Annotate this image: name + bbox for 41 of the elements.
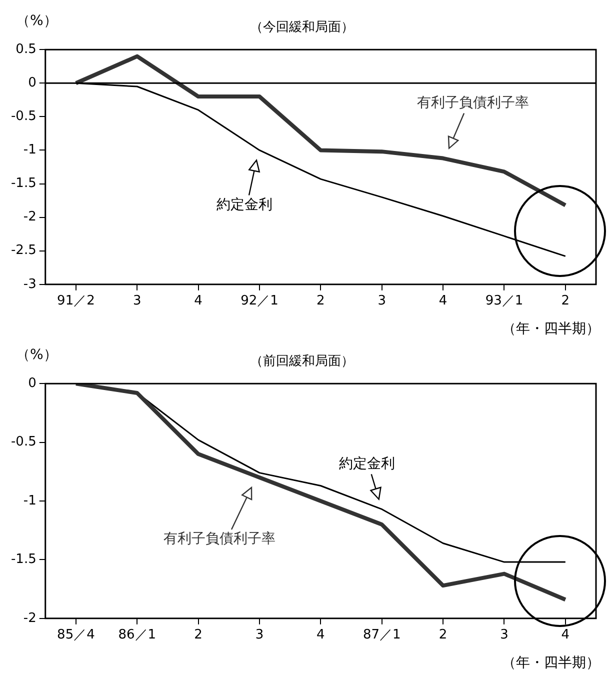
x-tick-label: 2 [316, 294, 325, 309]
x-tick-label: 4 [561, 628, 570, 643]
chart-title: （今回緩和局面） [250, 20, 354, 36]
x-tick-label: 85／4 [57, 628, 95, 643]
x-tick-label: 93／1 [485, 294, 524, 309]
y-tick-label: -2 [23, 610, 36, 626]
y-tick-label: -2.5 [10, 243, 36, 258]
x-tick-label: 3 [132, 294, 142, 309]
y-tick-label: 0 [28, 76, 36, 91]
x-axis-title: （年・四半期） [502, 320, 600, 338]
x-tick-label: 87／1 [362, 628, 401, 643]
x-tick-label: 2 [438, 628, 448, 643]
text: 約定金利 [216, 196, 272, 213]
y-tick-label: -0.5 [10, 109, 36, 124]
y-tick-label: -3 [23, 276, 36, 292]
x-tick-label: 86／1 [118, 628, 156, 643]
y-tick-label: -1 [23, 142, 36, 158]
x-tick-label: 92／1 [240, 294, 278, 309]
y-tick-label: -1 [23, 493, 36, 508]
x-tick-label: 4 [194, 294, 202, 309]
x-tick-label: 2 [561, 294, 570, 309]
y-tick-label: -1.5 [10, 176, 36, 192]
x-tick-label: 4 [316, 628, 325, 643]
x-tick-label: 3 [255, 628, 264, 643]
series-label: 約定金利 [338, 456, 395, 472]
x-tick-label: 3 [500, 628, 508, 643]
y-tick-label: -1.5 [10, 552, 36, 568]
x-tick-label: 4 [438, 294, 448, 309]
x-tick-label: 3 [378, 294, 386, 309]
y-axis-title: （%） [16, 346, 58, 364]
text: 有利子負債利子率 [164, 531, 276, 548]
x-tick-label: 2 [194, 628, 202, 643]
chart-title: （前回緩和局面） [250, 354, 354, 370]
x-axis-title: （年・四半期） [502, 654, 600, 672]
text: 有利子負債利子率 [417, 94, 530, 111]
y-tick-label: 0.5 [16, 42, 36, 57]
y-tick-label: -0.5 [10, 434, 36, 450]
x-tick-label: 91／2 [57, 294, 95, 309]
y-tick-label: 0 [28, 376, 36, 391]
y-tick-label: -2 [23, 210, 36, 225]
y-axis-title: （%） [16, 12, 58, 30]
